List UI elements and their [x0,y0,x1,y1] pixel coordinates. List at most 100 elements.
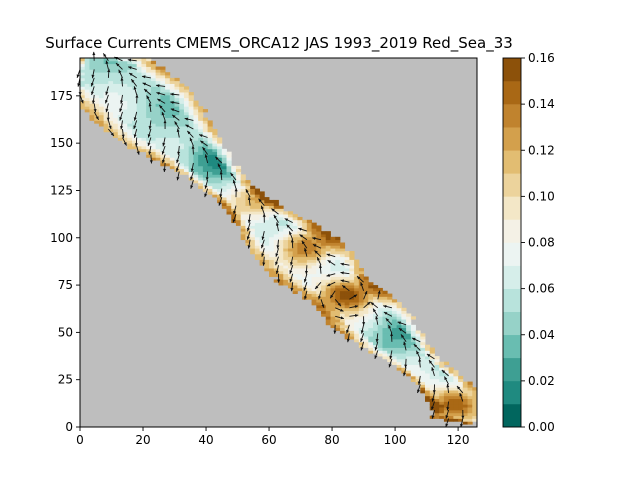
speed-cell [283,262,289,266]
speed-cell [396,316,402,320]
speed-cell [259,262,265,266]
speed-cell [103,126,109,130]
speed-cell [443,370,450,374]
speed-cell [373,321,379,326]
speed-cell [165,111,171,116]
speed-cell [254,205,260,209]
speed-cell [462,381,468,385]
speed-cell [335,321,341,326]
speed-cell [127,137,133,141]
speed-cell [198,174,204,178]
speed-cell [240,225,246,229]
current-arrow [318,290,322,300]
speed-cell [344,324,350,329]
speed-cell [321,270,327,275]
speed-cell [155,126,161,130]
speed-cell [458,398,464,402]
speed-cell [321,287,327,292]
speed-cell [316,231,322,235]
speed-cell [122,63,128,67]
current-arrow [403,341,407,351]
speed-cell [297,276,303,280]
speed-cell [349,259,355,263]
speed-cell [391,302,398,306]
speed-cell [458,412,464,417]
speed-cell [188,165,194,170]
speed-cell [179,160,185,164]
speed-cell [373,307,379,312]
speed-cell [212,182,218,187]
speed-cell [269,259,275,263]
speed-cell [221,160,227,164]
current-arrow [170,108,180,113]
speed-cell [127,75,133,79]
speed-cell [131,80,138,84]
speed-cell [245,216,251,221]
speed-cell [169,163,175,167]
speed-cell [198,117,204,121]
speed-cell [396,304,402,309]
speed-cell [368,347,374,351]
speed-cell [382,313,388,317]
speed-cell [410,344,416,348]
speed-cell [207,148,213,153]
speed-cell [165,154,171,158]
speed-cell [368,333,374,337]
speed-cell [311,265,317,269]
speed-cell [325,285,331,289]
speed-cell [462,398,468,402]
speed-cell [297,242,303,246]
speed-cell [302,253,308,258]
speed-cell [84,69,90,73]
speed-cell [453,375,459,380]
current-arrow [191,145,195,155]
speed-cell [89,94,95,99]
speed-cell [217,143,223,147]
speed-cell [108,77,114,82]
speed-cell [287,245,294,249]
speed-cell [103,86,109,90]
speed-cell [316,293,322,297]
speed-cell [150,86,157,90]
speed-cell [127,60,133,65]
speed-cell [131,72,138,76]
speed-cell [179,131,185,136]
speed-cell [306,293,312,297]
speed-cell [235,177,242,181]
speed-cell [146,89,152,93]
speed-cell [217,180,223,184]
speed-cell [80,75,86,79]
speed-cell [368,327,374,331]
speed-cell [131,137,138,141]
speed-cell [217,197,223,201]
speed-cell [150,151,157,155]
speed-cell [122,120,128,124]
speed-cell [264,259,270,263]
speed-cell [188,97,194,101]
current-arrow [146,95,152,104]
current-arrow [277,273,281,283]
speed-cell [382,336,388,340]
speed-cell [131,128,138,133]
current-arrow [326,273,336,277]
speed-cell [155,75,161,79]
speed-cell [207,123,213,127]
speed-cell [169,97,175,101]
speed-cell [259,233,265,238]
speed-cell [415,347,421,351]
speed-cell [174,131,180,136]
speed-cell [321,313,327,317]
speed-cell [103,128,109,133]
speed-cell [98,63,105,67]
speed-cell [344,319,350,323]
speed-cell [150,66,157,70]
speed-cell [387,319,393,323]
speed-cell [311,268,317,272]
speed-cell [150,134,157,138]
speed-cell [339,273,346,277]
colorbar-segment [503,127,521,151]
current-arrow [163,162,167,173]
current-arrow [289,273,294,283]
speed-cell [377,304,383,309]
speed-cell [165,143,171,147]
